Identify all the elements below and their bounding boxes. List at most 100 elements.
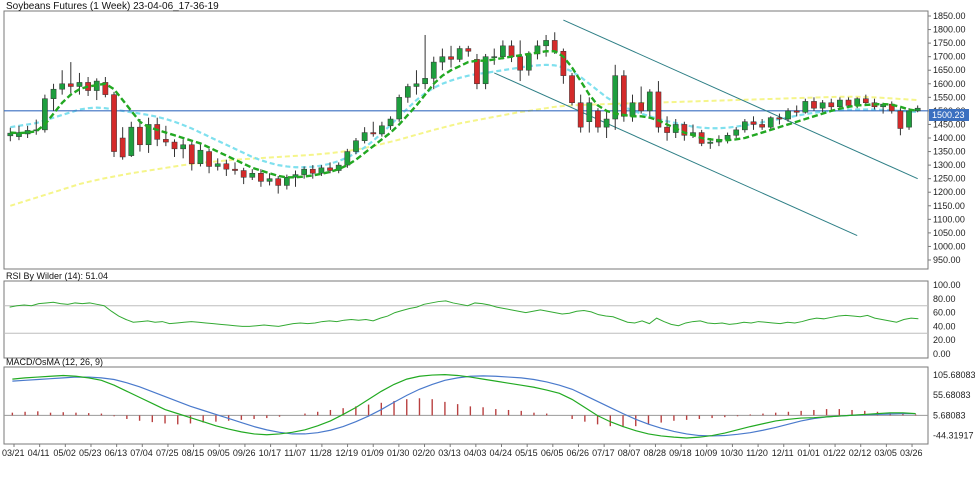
candle-down xyxy=(750,121,757,125)
candle-up xyxy=(802,101,809,113)
candle-down xyxy=(448,56,454,60)
last-price-label: 1500.23 xyxy=(932,110,965,120)
candle-down xyxy=(67,83,74,87)
candle-down xyxy=(508,45,515,57)
price-y-tick-label: 1850.00 xyxy=(933,11,966,21)
candle-down xyxy=(275,178,282,186)
x-axis-label: 08/15 xyxy=(182,448,205,458)
rsi-y-tick-label: 100.00 xyxy=(933,280,961,290)
x-axis-label: 05/15 xyxy=(515,448,538,458)
price-y-tick-label: 1050.00 xyxy=(933,228,966,238)
macd-y-tick-label: 105.68083 xyxy=(933,370,975,380)
candle-up xyxy=(456,48,463,60)
candle-down xyxy=(258,172,264,182)
candle-up xyxy=(906,110,912,128)
x-axis-label: 03/26 xyxy=(900,448,923,458)
ma-slow-line xyxy=(10,95,918,207)
x-axis-label: 02/20 xyxy=(413,448,436,458)
x-axis-label: 03/21 xyxy=(2,448,25,458)
candle-down xyxy=(171,141,178,150)
x-axis-label: 09/26 xyxy=(233,448,256,458)
x-axis-label: 08/28 xyxy=(643,448,666,458)
x-axis-label: 01/22 xyxy=(823,448,846,458)
rsi-layer xyxy=(4,300,928,334)
macd-y-tick-label: 55.68083 xyxy=(933,390,971,400)
x-axis-label: 09/18 xyxy=(669,448,692,458)
price-y-tick-label: 1150.00 xyxy=(933,201,965,211)
candle-down xyxy=(811,101,817,109)
ma-mid-line xyxy=(10,63,918,169)
price-y-tick-label: 1400.00 xyxy=(933,133,966,143)
price-y-tick-label: 1100.00 xyxy=(933,214,965,224)
price-y-tick-label: 1650.00 xyxy=(933,65,966,75)
candle-up xyxy=(629,102,636,117)
price-y-tick-label: 1750.00 xyxy=(933,38,966,48)
candle-up xyxy=(50,88,57,99)
candle-up xyxy=(404,86,411,98)
candle-down xyxy=(638,102,644,112)
x-axis-label: 07/25 xyxy=(156,448,179,458)
last-price-tag xyxy=(929,109,969,121)
candle-down xyxy=(560,50,567,76)
candle-up xyxy=(266,178,273,182)
rsi-y-tick-label: 40.00 xyxy=(933,321,956,331)
x-axis-label: 03/13 xyxy=(438,448,461,458)
candle-up xyxy=(413,83,420,87)
candle-up xyxy=(422,78,428,85)
candle-down xyxy=(188,144,195,165)
price-layer xyxy=(4,19,928,237)
x-axis-label: 09/05 xyxy=(207,448,230,458)
macd-layer xyxy=(4,374,928,439)
x-axis-label: 12/19 xyxy=(336,448,359,458)
candle-down xyxy=(862,98,869,104)
candle-down xyxy=(828,102,835,108)
candle-up xyxy=(586,102,593,122)
candle-up xyxy=(837,99,843,108)
price-y-tick-label: 1600.00 xyxy=(933,79,966,89)
rsi-title: RSI By Wilder (14): 51.04 xyxy=(6,271,108,281)
candle-down xyxy=(102,82,109,95)
price-y-tick-label: 1700.00 xyxy=(933,52,966,62)
candle-down xyxy=(897,110,904,129)
price-y-tick-label: 1200.00 xyxy=(933,187,966,197)
x-axis-label: 01/01 xyxy=(797,448,820,458)
macd-panel-frame xyxy=(3,366,929,445)
candle-up xyxy=(525,53,532,71)
candle-up xyxy=(396,97,403,120)
candle-up xyxy=(214,163,221,167)
ma-fast-line xyxy=(10,50,918,179)
rsi-line xyxy=(9,300,919,327)
candle-down xyxy=(119,137,126,158)
channel-upper-line xyxy=(563,19,918,180)
candle-down xyxy=(621,75,627,117)
candle-up xyxy=(819,102,826,109)
x-axis-label: 08/07 xyxy=(618,448,641,458)
candle-down xyxy=(569,75,575,104)
candle-up xyxy=(284,177,290,186)
x-axis-label: 06/26 xyxy=(566,448,589,458)
candle-up xyxy=(482,56,489,85)
candle-down xyxy=(163,139,169,143)
x-axis-label: 01/09 xyxy=(361,448,384,458)
rsi-y-tick-label: 20.00 xyxy=(933,335,956,345)
candle-down xyxy=(474,59,480,85)
candle-down xyxy=(595,110,601,128)
macd-y-tick-label: 5.68083 xyxy=(933,410,966,420)
x-axis-label: 04/24 xyxy=(490,448,513,458)
candle-up xyxy=(180,144,186,150)
price-y-tick-label: 1000.00 xyxy=(933,241,966,251)
candle-up xyxy=(197,149,204,165)
candle-down xyxy=(517,56,524,71)
candle-down xyxy=(577,102,584,128)
x-axis-label: 11/07 xyxy=(284,448,306,458)
candle-down xyxy=(327,167,333,171)
candle-down xyxy=(137,126,143,146)
macd-title: MACD/OsMA (12, 26, 9) xyxy=(6,357,103,367)
x-axis-label: 05/02 xyxy=(53,448,76,458)
price-y-tick-label: 1250.00 xyxy=(933,174,966,184)
macd-y-tick-label: -44.31917 xyxy=(933,431,974,441)
candle-up xyxy=(249,172,256,178)
candle-up xyxy=(430,61,437,79)
macd-line xyxy=(12,374,916,439)
